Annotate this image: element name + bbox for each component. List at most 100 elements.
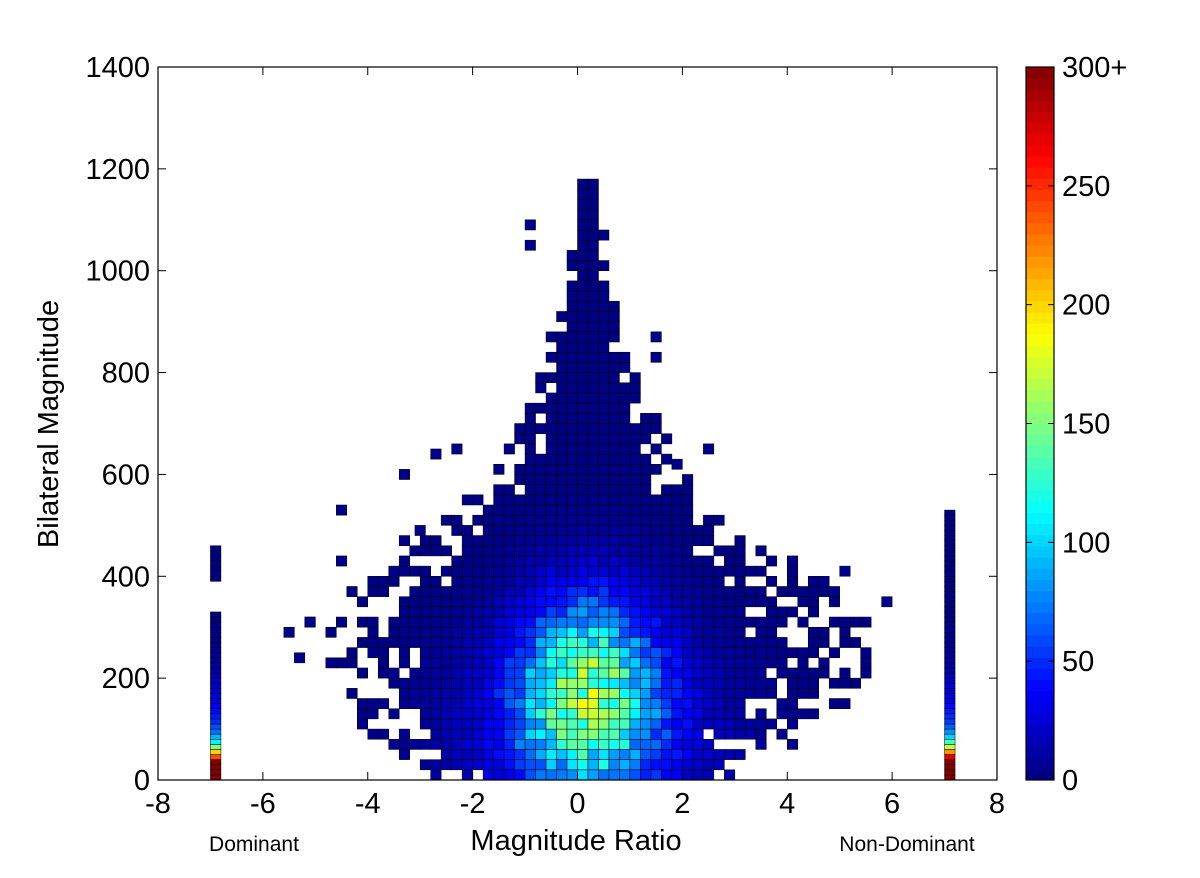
heatmap-bin [608, 484, 620, 496]
heatmap-bin [619, 596, 631, 608]
heatmap-bin [566, 637, 578, 648]
heatmap-bin [682, 606, 694, 618]
heatmap-bin [482, 576, 494, 587]
heatmap-bin [430, 718, 442, 730]
heatmap-bin [640, 698, 652, 709]
heatmap-bin [472, 739, 484, 750]
heatmap-bin [713, 616, 725, 628]
heatmap-bin [755, 637, 767, 648]
heatmap-bin [566, 311, 578, 322]
heatmap-bin [514, 718, 526, 730]
heatmap-bin [461, 535, 473, 546]
heatmap-bin [461, 555, 473, 567]
heatmap-bin [514, 739, 526, 750]
heatmap-bin [713, 626, 725, 638]
heatmap-bin [713, 576, 725, 587]
heatmap-bin [367, 616, 379, 628]
heatmap-bin [377, 657, 389, 669]
heatmap-bin [461, 494, 473, 506]
heatmap-bin [661, 433, 673, 445]
heatmap-bin [524, 433, 536, 445]
heatmap-bin [409, 616, 421, 628]
heatmap-bin [650, 514, 662, 526]
colorbar-segment [1026, 512, 1054, 525]
heatmap-bin [598, 535, 610, 546]
dominant-strip-bin [210, 733, 222, 740]
heatmap-bin [587, 576, 599, 587]
heatmap-bin [430, 739, 442, 750]
heatmap-bin [577, 637, 589, 648]
heatmap-bin [650, 555, 662, 567]
heatmap-bin [724, 565, 736, 577]
colorbar-segment [1026, 189, 1054, 202]
heatmap-bin [828, 596, 840, 608]
heatmap-bin [577, 392, 589, 404]
heatmap-bin [493, 616, 505, 628]
colorbar-segment [1026, 401, 1054, 413]
heatmap-bin [828, 698, 840, 709]
heatmap-bin [650, 606, 662, 618]
colorbar-segment [1026, 256, 1054, 268]
heatmap-bin [766, 657, 778, 669]
heatmap-bin [535, 688, 547, 699]
non-dominant-strip-bin [944, 749, 956, 755]
heatmap-bin [556, 637, 568, 648]
outlier-bin [493, 514, 505, 526]
heatmap-bin [524, 596, 536, 608]
heatmap-bin [430, 596, 442, 608]
dominant-strip-bin [210, 642, 222, 648]
heatmap-bin [787, 739, 798, 750]
heatmap-bin [755, 596, 767, 608]
heatmap-bin [598, 351, 610, 363]
heatmap-bin [566, 382, 578, 394]
heatmap-bin [577, 250, 589, 261]
heatmap-bin [577, 576, 589, 587]
heatmap-bin [598, 331, 610, 343]
heatmap-bin [545, 667, 557, 679]
heatmap-bin [797, 688, 809, 699]
heatmap-bin [367, 708, 379, 720]
heatmap-bin [807, 586, 819, 597]
heatmap-bin [409, 739, 421, 750]
colorbar-segment [1026, 557, 1054, 569]
heatmap-bin [440, 637, 452, 648]
heatmap-bin [745, 586, 757, 597]
heatmap-bin [451, 718, 463, 730]
heatmap-bin [357, 718, 369, 730]
heatmap-bin [650, 718, 662, 730]
heatmap-bin [608, 443, 620, 455]
heatmap-bin [493, 484, 505, 496]
heatmap-bin [430, 626, 442, 638]
heatmap-bin [566, 372, 578, 384]
heatmap-bin [598, 759, 610, 771]
heatmap-bin [640, 769, 652, 780]
colorbar-segment [1026, 735, 1054, 747]
y-tick-label: 0 [134, 765, 150, 797]
heatmap-bin [608, 728, 620, 740]
heatmap-bin [556, 718, 568, 730]
heatmap-bin [430, 677, 442, 689]
heatmap-bin [430, 576, 442, 587]
dominant-strip-bin [210, 759, 222, 765]
colorbar-segment [1026, 624, 1054, 636]
heatmap-bin [577, 708, 589, 720]
outlier-bin [304, 616, 316, 628]
dominant-strip-bin [210, 667, 222, 674]
heatmap-bin [419, 688, 431, 699]
heatmap-bin [577, 667, 589, 679]
heatmap-bin [619, 545, 631, 557]
heatmap-bin [440, 667, 452, 679]
heatmap-bin [640, 688, 652, 699]
heatmap-bin [776, 606, 788, 618]
heatmap-bin [787, 667, 798, 679]
heatmap-bin [598, 341, 610, 353]
heatmap-bin [577, 209, 589, 221]
outlier-bin [828, 586, 840, 597]
heatmap-bin [598, 718, 610, 730]
heatmap-bin [566, 749, 578, 760]
heatmap-bin [671, 637, 683, 648]
heatmap-bin [608, 392, 620, 404]
heatmap-bin [535, 423, 547, 434]
heatmap-bin [828, 616, 840, 628]
heatmap-bin [661, 759, 673, 771]
